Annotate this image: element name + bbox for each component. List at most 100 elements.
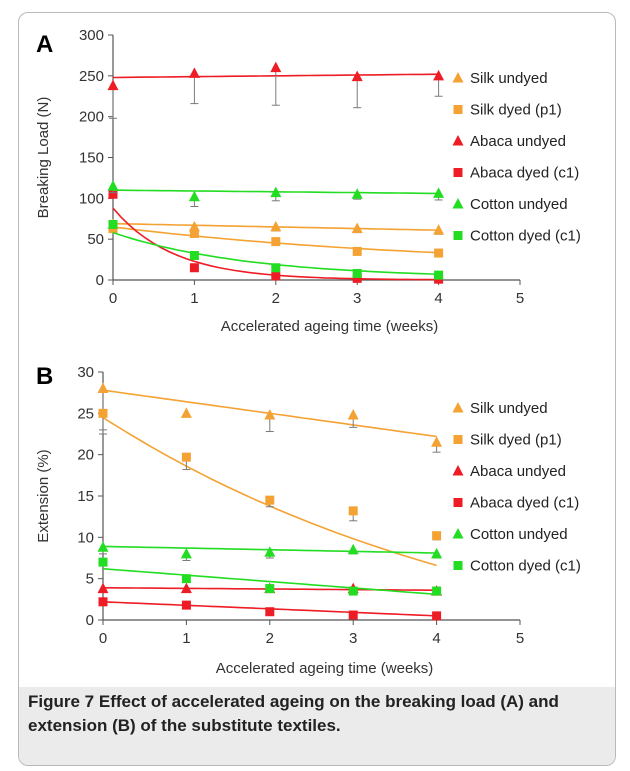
y-tick-label: 150 — [79, 150, 104, 167]
legend-marker — [453, 498, 463, 507]
legend-label: Cotton dyed (c1) — [470, 558, 581, 575]
data-point — [180, 547, 192, 559]
data-point — [347, 408, 359, 420]
data-point — [189, 263, 199, 273]
data-point — [431, 436, 443, 447]
figure-caption: Figure 7 Effect of accelerated ageing on… — [28, 690, 598, 738]
y-tick-label: 25 — [77, 405, 94, 422]
legend-marker — [453, 168, 463, 177]
panel-label: B — [36, 363, 53, 390]
y-tick-label: 15 — [77, 488, 94, 505]
legend-marker — [452, 528, 464, 539]
legend-marker — [452, 402, 464, 413]
y-tick-label: 100 — [79, 190, 104, 207]
data-point — [351, 188, 363, 199]
x-tick-label: 1 — [190, 290, 198, 307]
legend-label: Silk undyed — [470, 400, 548, 417]
data-point — [181, 574, 191, 584]
data-point — [433, 187, 445, 198]
data-point — [188, 220, 200, 232]
legend-label: Silk undyed — [470, 70, 548, 87]
data-point — [181, 600, 191, 610]
data-point — [189, 228, 199, 238]
data-point — [432, 531, 442, 541]
y-tick-label: 200 — [79, 109, 104, 126]
series-cotton-undyed — [97, 541, 443, 561]
data-point — [352, 273, 362, 283]
data-point — [432, 611, 442, 621]
x-tick-label: 2 — [272, 290, 280, 307]
caption-background — [19, 687, 615, 765]
legend-label: Silk dyed (p1) — [470, 102, 562, 119]
y-tick-label: 50 — [87, 231, 104, 248]
series-abaca-undyed — [107, 61, 445, 119]
series-abaca-dyed-c1 — [98, 597, 442, 621]
data-point — [432, 586, 442, 596]
series-cotton-dyed-c1 — [98, 557, 442, 596]
data-point — [98, 597, 108, 607]
caption-label: Figure 7 — [28, 692, 95, 711]
x-axis-label: Accelerated ageing time (weeks) — [216, 660, 434, 677]
data-point — [264, 546, 276, 557]
data-point — [188, 67, 200, 78]
y-tick-label: 0 — [86, 612, 94, 629]
legend-label: Silk dyed (p1) — [470, 432, 562, 449]
figure-frame — [18, 12, 616, 766]
legend-label: Abaca undyed — [470, 463, 566, 480]
data-point — [271, 271, 281, 281]
data-point — [108, 189, 118, 199]
data-point — [180, 407, 192, 418]
y-tick-label: 0 — [96, 272, 104, 289]
data-point — [98, 557, 108, 567]
y-axis-label: Breaking Load (N) — [35, 97, 52, 219]
data-point — [348, 586, 358, 596]
legend-marker — [452, 72, 464, 83]
data-point — [265, 607, 275, 617]
legend-label: Cotton undyed — [470, 196, 568, 213]
data-point — [271, 263, 281, 273]
data-point — [97, 382, 109, 394]
legend-label: Cotton dyed (c1) — [470, 228, 581, 245]
data-point — [352, 246, 362, 256]
legend-marker — [453, 231, 463, 240]
series-silk-dyed-p1 — [98, 408, 442, 567]
x-tick-label: 1 — [182, 630, 190, 647]
data-point — [97, 582, 109, 594]
legend-marker — [452, 135, 464, 146]
trend-line — [102, 416, 437, 567]
data-point — [433, 224, 445, 235]
legend-marker — [453, 561, 463, 570]
panel-label: A — [36, 31, 53, 58]
data-point — [180, 582, 192, 594]
data-point — [271, 237, 281, 247]
series-cotton-undyed — [107, 180, 445, 207]
data-point — [107, 79, 119, 91]
y-tick-label: 30 — [77, 364, 94, 381]
y-tick-label: 5 — [86, 571, 94, 588]
x-tick-label: 3 — [353, 290, 361, 307]
x-tick-label: 4 — [432, 630, 440, 647]
legend-label: Cotton undyed — [470, 526, 568, 543]
y-tick-label: 20 — [77, 447, 94, 464]
legend-marker — [452, 465, 464, 476]
panel-a: A 0 50 100 150 200 250 300 0 1 2 3 4 5 Accelerated age… — [35, 27, 581, 335]
x-tick-label: 3 — [349, 630, 357, 647]
x-tick-label: 4 — [434, 290, 442, 307]
data-point — [181, 452, 191, 462]
legend-label: Abaca undyed — [470, 133, 566, 150]
x-tick-label: 0 — [99, 630, 107, 647]
y-axis-label: Extension (%) — [35, 449, 52, 542]
data-point — [188, 190, 200, 202]
x-tick-label: 0 — [109, 290, 117, 307]
data-point — [107, 180, 119, 191]
series-silk-undyed — [97, 382, 443, 453]
y-tick-label: 300 — [79, 27, 104, 44]
data-point — [348, 506, 358, 516]
data-point — [347, 543, 359, 555]
data-point — [265, 495, 275, 505]
x-tick-label: 2 — [266, 630, 274, 647]
data-point — [431, 547, 443, 559]
data-point — [270, 220, 282, 232]
caption-text: Effect of accelerated ageing on the brea… — [28, 692, 559, 735]
